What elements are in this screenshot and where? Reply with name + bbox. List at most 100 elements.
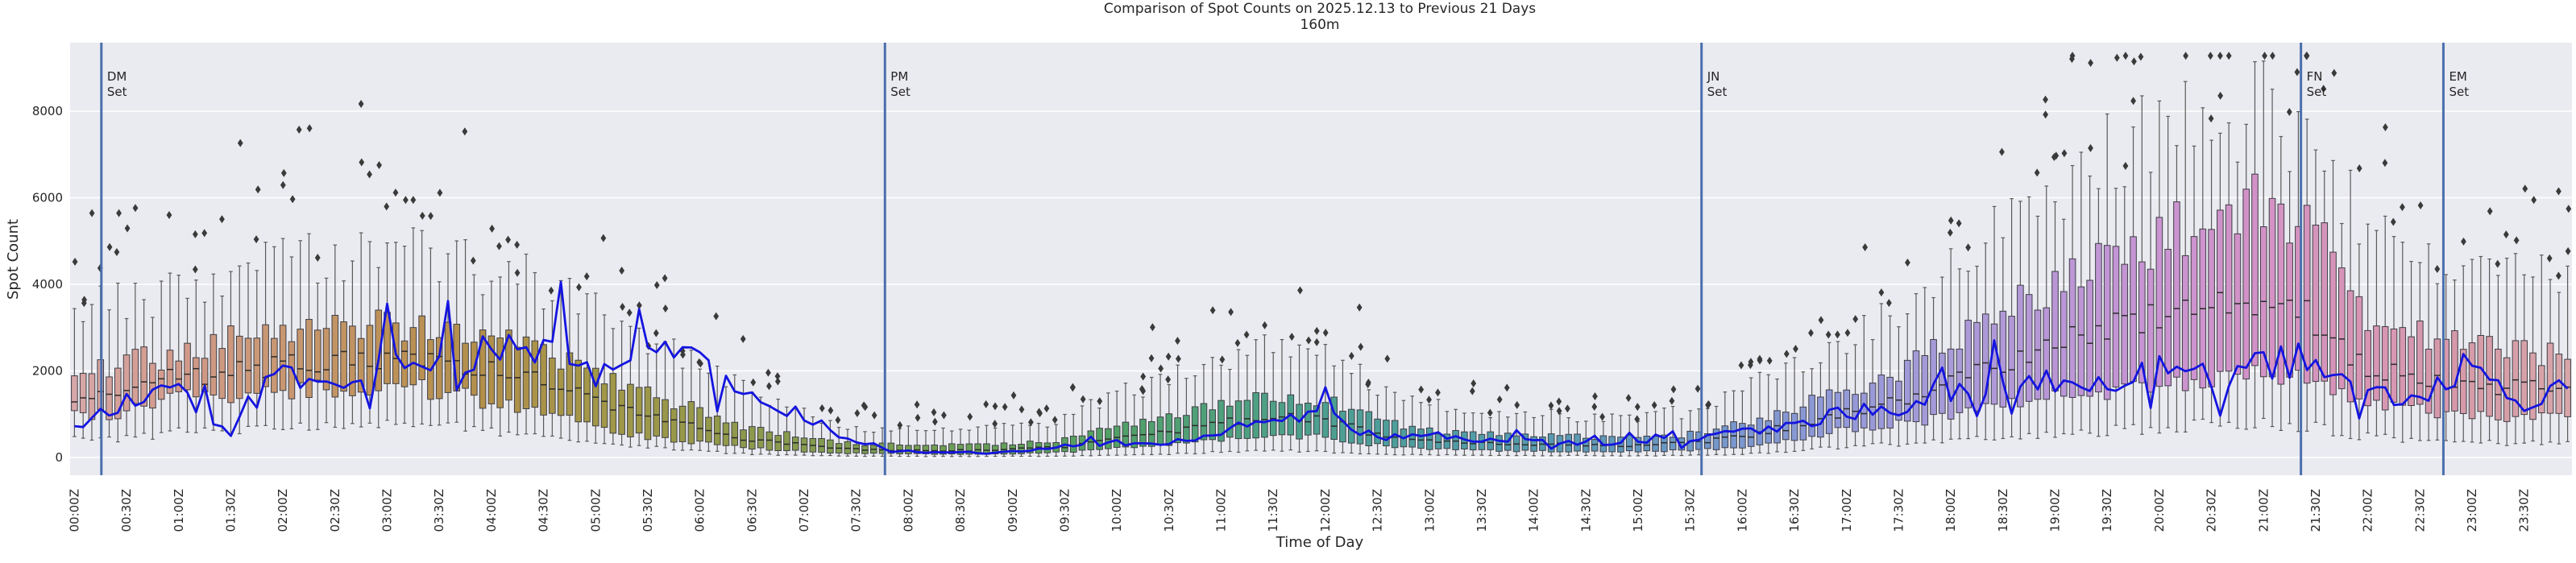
box xyxy=(487,335,496,404)
outlier-point xyxy=(1313,326,1320,335)
outlier-point xyxy=(1322,329,1329,337)
x-tick-label: 13:00Z xyxy=(1422,489,1437,532)
outlier-point xyxy=(1956,219,1962,228)
outlier-point xyxy=(1097,397,1103,406)
outlier-point xyxy=(2356,164,2362,172)
box xyxy=(940,445,947,455)
box xyxy=(1408,425,1417,448)
outlier-point xyxy=(2331,68,2337,77)
box xyxy=(2329,251,2337,395)
box xyxy=(1669,437,1677,451)
x-tick-label: 19:30Z xyxy=(2100,489,2114,532)
box xyxy=(1209,409,1217,441)
outlier-point xyxy=(1634,415,1641,424)
box xyxy=(131,349,139,404)
box xyxy=(175,360,183,392)
box xyxy=(313,329,321,381)
outlier-point xyxy=(89,209,95,217)
outlier-point xyxy=(1564,404,1570,413)
outlier-point xyxy=(2495,259,2501,268)
outlier-point xyxy=(2088,143,2093,152)
box xyxy=(2025,294,2033,402)
outlier-point xyxy=(2321,85,2327,93)
box xyxy=(71,375,78,412)
outlier-point xyxy=(219,215,225,224)
box xyxy=(1703,433,1711,449)
box xyxy=(2390,328,2398,403)
x-tick-label: 01:30Z xyxy=(223,489,238,532)
outlier-point xyxy=(2138,52,2144,61)
outlier-point xyxy=(1862,242,1869,251)
box xyxy=(1487,431,1495,450)
outlier-point xyxy=(1514,400,1520,409)
outlier-point xyxy=(1043,404,1050,413)
outlier-point xyxy=(1219,355,1226,364)
outlier-point xyxy=(1670,385,1677,394)
outlier-point xyxy=(437,188,443,197)
outlier-point xyxy=(2130,97,2136,106)
outlier-point xyxy=(462,127,468,136)
outlier-point xyxy=(1965,243,1972,252)
outlier-point xyxy=(2487,207,2493,216)
outlier-point xyxy=(1148,354,1155,362)
outlier-point xyxy=(2061,149,2068,158)
outlier-point xyxy=(1808,329,1814,337)
x-tick-label: 08:30Z xyxy=(953,489,968,532)
box xyxy=(1956,348,1964,413)
box xyxy=(887,442,895,454)
box xyxy=(1939,352,1946,414)
x-tick-label: 06:30Z xyxy=(745,489,759,532)
x-tick-label: 07:00Z xyxy=(797,489,811,532)
box xyxy=(2408,336,2415,407)
outlier-point xyxy=(1852,315,1859,324)
x-tick-label: 18:00Z xyxy=(1943,489,1958,532)
outlier-point xyxy=(2069,55,2075,64)
x-tick-label: 07:30Z xyxy=(849,489,864,532)
outlier-point xyxy=(1426,395,1432,404)
box xyxy=(505,329,512,401)
box xyxy=(1009,444,1017,455)
event-label: FN Set xyxy=(2307,69,2327,99)
box xyxy=(2355,296,2363,399)
outlier-point xyxy=(1634,403,1641,412)
outlier-point xyxy=(915,413,921,422)
box xyxy=(575,359,583,423)
box xyxy=(2503,357,2511,422)
outlier-point xyxy=(2262,52,2267,60)
box xyxy=(1521,433,1529,451)
outlier-point xyxy=(1783,350,1790,358)
box xyxy=(1183,415,1190,444)
outlier-point xyxy=(2053,151,2060,160)
outlier-point xyxy=(653,329,659,337)
box xyxy=(2164,248,2172,387)
x-tick-label: 14:30Z xyxy=(1578,489,1593,532)
box xyxy=(1234,400,1242,440)
x-tick-label: 03:30Z xyxy=(432,489,446,532)
outlier-point xyxy=(1469,387,1475,395)
outlier-point xyxy=(1885,299,1892,308)
event-label: JN Set xyxy=(1707,69,1728,99)
box xyxy=(678,405,687,442)
outlier-point xyxy=(2225,52,2232,60)
box xyxy=(2190,236,2198,380)
outlier-point xyxy=(1471,379,1477,388)
box xyxy=(1808,395,1815,437)
outlier-point xyxy=(1556,397,1562,406)
box xyxy=(149,362,156,409)
outlier-point xyxy=(2531,196,2537,205)
x-tick-label: 16:30Z xyxy=(1787,489,1802,532)
box xyxy=(2399,327,2407,406)
outlier-point xyxy=(861,401,867,410)
box xyxy=(670,408,678,443)
box xyxy=(896,444,903,454)
outlier-point xyxy=(489,224,496,233)
outlier-point xyxy=(941,411,947,420)
box xyxy=(201,358,209,393)
box xyxy=(2060,291,2068,397)
outlier-point xyxy=(81,299,87,308)
box xyxy=(2155,217,2163,387)
box xyxy=(462,342,469,389)
box xyxy=(1999,310,2007,408)
plot-area: 0 2000 4000 6000 8000 DM Set PM Set JN Set FN Set EM S… xyxy=(32,43,2572,532)
x-tick-label: 06:00Z xyxy=(693,489,707,532)
